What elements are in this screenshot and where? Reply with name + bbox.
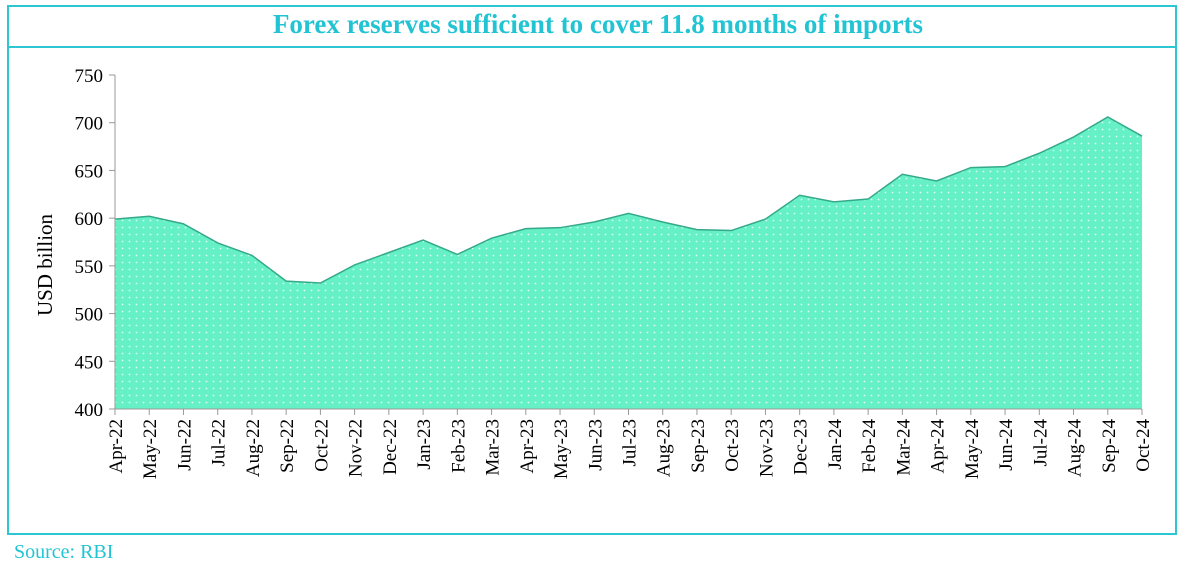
y-tick-label: 550	[75, 257, 104, 278]
x-tick-label: Dec-23	[791, 419, 812, 475]
x-tick-label: Jan-24	[825, 419, 846, 470]
x-tick-label: Sep-24	[1099, 419, 1120, 473]
x-tick-label: Nov-23	[756, 419, 777, 477]
x-tick-label: Jun-22	[174, 419, 195, 471]
x-tick-label: Mar-24	[893, 419, 914, 476]
y-axis-label: USD billion	[33, 213, 57, 316]
frame	[7, 5, 1177, 535]
x-tick-label: May-24	[962, 419, 983, 480]
y-tick-label: 600	[75, 209, 104, 230]
x-tick-label: Dec-22	[380, 419, 401, 475]
x-tick-label: Oct-22	[311, 419, 332, 472]
x-tick-label: Mar-23	[483, 419, 504, 476]
y-tick-label: 450	[75, 352, 104, 373]
x-tick-label: Feb-24	[859, 419, 880, 473]
y-tick-label: 750	[75, 66, 104, 87]
chart-title: Forex reserves sufficient to cover 11.8 …	[273, 9, 923, 39]
source-note: Source: RBI	[14, 541, 113, 562]
x-tick-label: Jul-23	[620, 419, 641, 467]
x-tick-label: Jun-24	[996, 419, 1017, 471]
y-tick-label: 500	[75, 305, 104, 326]
x-tick-label: Jan-23	[414, 419, 435, 470]
x-tick-label: Feb-23	[448, 419, 469, 473]
x-tick-label: Apr-24	[928, 419, 949, 474]
x-tick-label: May-23	[551, 419, 572, 479]
y-tick-label: 700	[75, 114, 104, 135]
x-tick-label: Oct-23	[722, 419, 743, 472]
x-tick-label: May-22	[140, 419, 161, 479]
x-tick-label: Aug-23	[654, 419, 675, 477]
y-tick-label: 400	[75, 400, 104, 421]
x-tick-label: Oct-24	[1133, 419, 1154, 472]
x-tick-label: Aug-22	[243, 419, 264, 477]
area-line	[114, 116, 1143, 284]
x-tick-label: Nov-22	[346, 419, 367, 477]
x-tick-label: Sep-23	[688, 419, 709, 473]
x-tick-label: Sep-22	[277, 419, 298, 473]
x-tick-label: Apr-23	[517, 419, 538, 474]
area-pattern	[115, 116, 1142, 409]
x-tick-label: Jul-22	[209, 419, 230, 467]
y-tick-label: 650	[75, 161, 104, 182]
x-tick-label: Jul-24	[1030, 419, 1051, 467]
x-tick-label: Aug-24	[1065, 419, 1086, 478]
x-tick-label: Jun-23	[585, 419, 606, 471]
x-tick-label: Apr-22	[106, 419, 127, 474]
